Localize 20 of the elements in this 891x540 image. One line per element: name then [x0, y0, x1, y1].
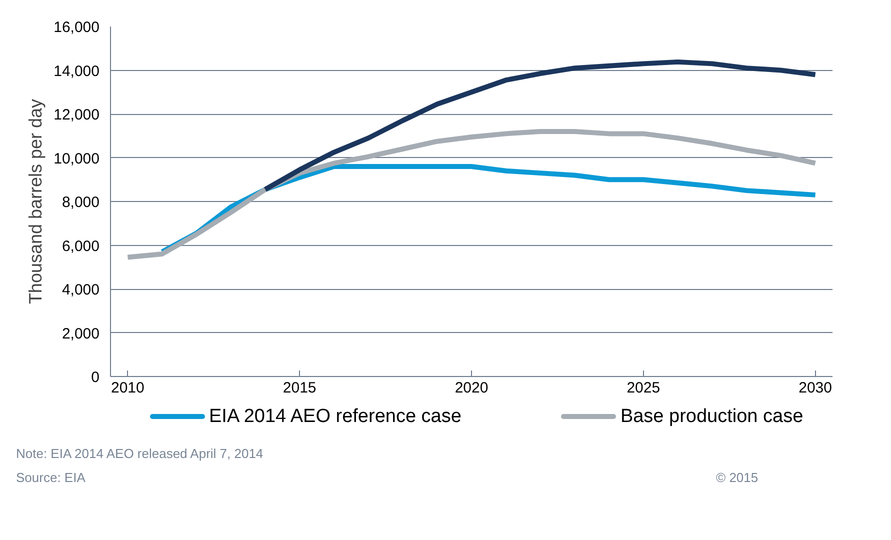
- text: Note: EIA 2014 AEO released April 7, 2014: [16, 446, 264, 462]
- source-note: Source: EIA: [16, 470, 86, 486]
- y-tick-label: 6,000: [62, 238, 100, 255]
- x-tick-label: 2020: [454, 380, 488, 396]
- x-tick-label: 2025: [626, 380, 660, 396]
- x-tick-label: 2010: [111, 380, 144, 396]
- text: © 2015: [716, 469, 758, 488]
- x-tick-label: 2030: [798, 380, 832, 396]
- y-tick-label: 14,000: [54, 62, 100, 80]
- y-tick-label: 16,000: [54, 19, 100, 36]
- y-tick-label: 2,000: [62, 325, 100, 342]
- y-tick-label: 12,000: [54, 106, 100, 124]
- legend-label: EIA 2014 AEO reference case: [209, 405, 462, 429]
- x-tick-label: 2015: [282, 380, 316, 396]
- y-axis-title: Thousand barrels per day: [26, 98, 46, 304]
- legend-label: Base production case: [620, 405, 804, 429]
- y-tick-label: 4,000: [62, 282, 100, 298]
- y-tick-label: 10,000: [54, 150, 100, 168]
- y-tick-label: 0: [91, 369, 100, 386]
- y-tick-label: 8,000: [62, 194, 100, 211]
